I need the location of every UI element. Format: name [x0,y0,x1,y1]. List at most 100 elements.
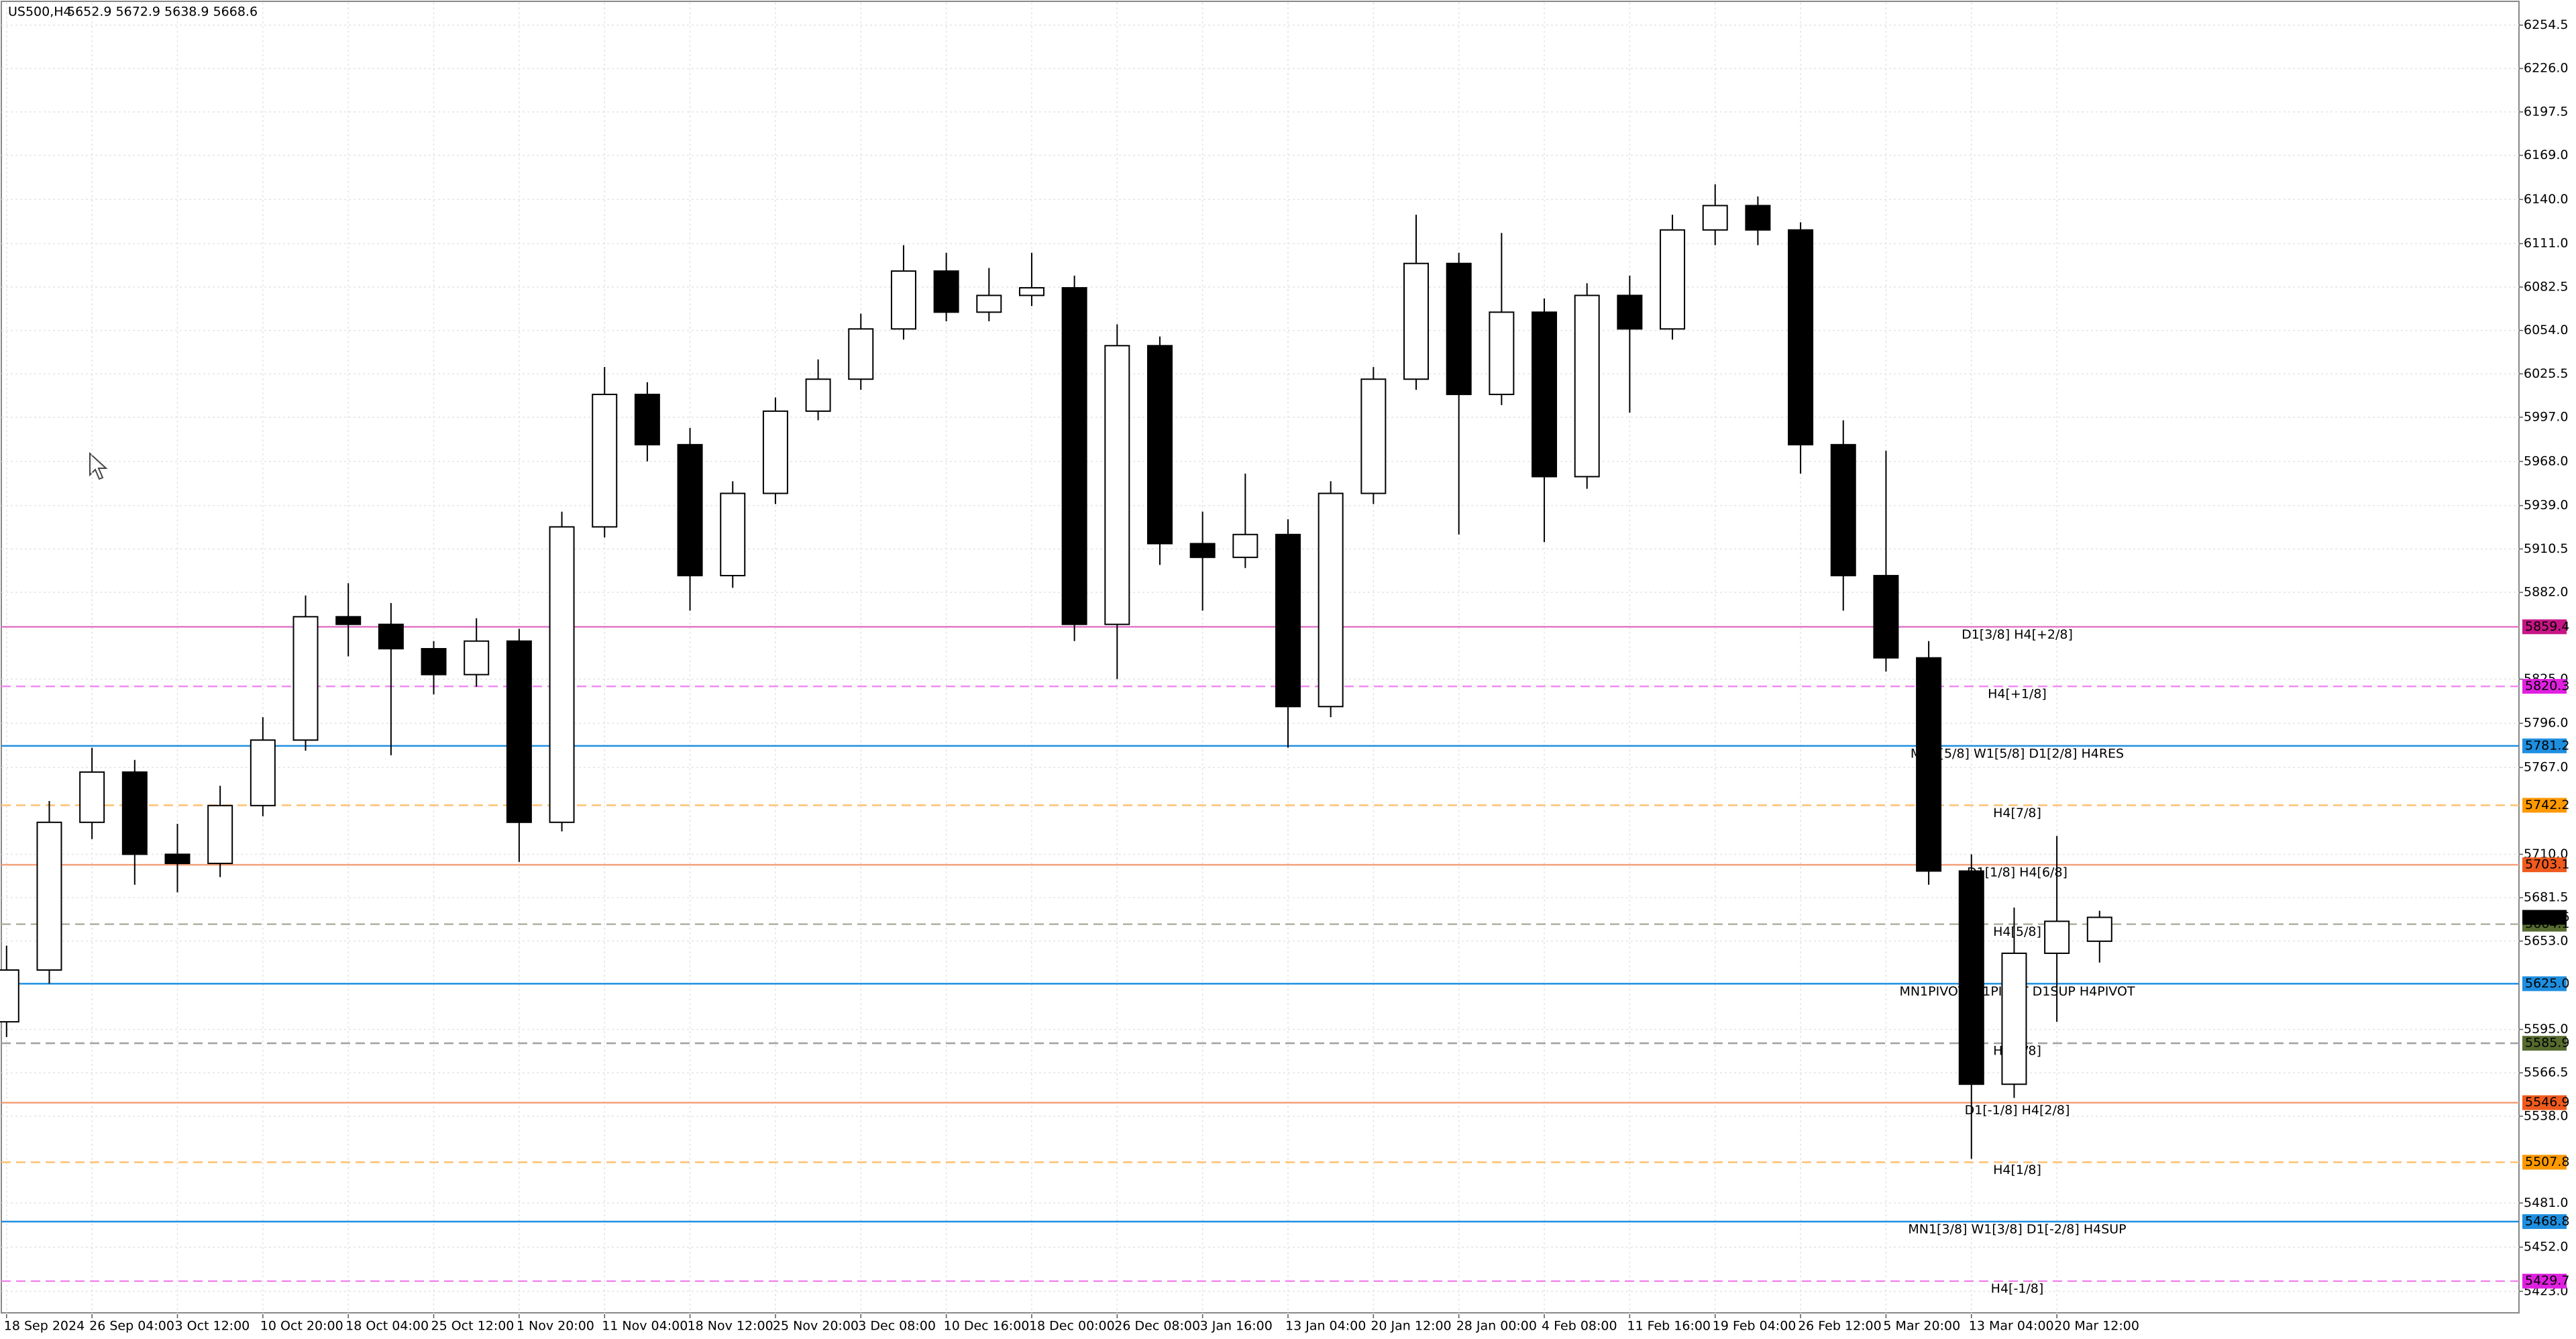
candle-body [421,648,447,676]
x-tick-label: 18 Oct 04:00 [345,1319,429,1334]
level-price-box [2522,1036,2567,1051]
x-tick-label: 4 Feb 08:00 [1542,1319,1617,1334]
candle-body [506,640,532,823]
x-tick-label: 20 Jan 12:00 [1371,1319,1451,1334]
level-price-box [2522,798,2567,813]
level-label: H4[1/8] [1993,1163,2041,1177]
y-tick-label: 6054.0 [2524,323,2568,337]
candle-body [464,640,490,676]
candle-body [1702,205,1728,231]
y-tick-label: 5910.5 [2524,541,2568,556]
chart-title: US500,H4 [8,5,72,19]
level-label: H4[-1/8] [1991,1281,2044,1296]
x-tick-label: 3 Jan 16:00 [1200,1319,1273,1334]
level-price-box [2522,1155,2567,1170]
level-price-label: 5781.2 [2525,738,2569,753]
candle-body [2086,916,2112,943]
level-label: H4[+1/8] [1988,687,2047,702]
y-tick-label: 5997.0 [2524,409,2568,424]
mouse-cursor [89,451,108,480]
x-tick-label: 1 Nov 20:00 [517,1319,594,1334]
x-tick-label: 11 Nov 04:00 [602,1319,688,1334]
candle-body [720,492,746,577]
candle-body [335,616,362,625]
candle-body [36,821,62,971]
level-label: D1[3/8] H4[+2/8] [1962,627,2073,642]
x-tick-label: 3 Dec 08:00 [858,1319,936,1334]
y-tick-label: 6082.5 [2524,279,2568,294]
y-tick-label: 5767.0 [2524,760,2568,775]
candle-body [0,969,19,1023]
candle-body [805,378,831,412]
level-label: D1[-1/8] H4[2/8] [1965,1103,2070,1118]
level-price-label: 5507.8 [2525,1155,2569,1169]
candle-body [1189,543,1216,558]
x-tick-label: 10 Oct 20:00 [260,1319,343,1334]
plot-frame [1,1,2520,1314]
x-tick-label: 11 Feb 16:00 [1627,1319,1711,1334]
x-tick-label: 25 Nov 20:00 [773,1319,859,1334]
x-tick-label: 26 Sep 04:00 [89,1319,174,1334]
candle-body [677,443,703,577]
x-tick-label: 13 Jan 04:00 [1285,1319,1366,1334]
level-price-box [2522,679,2567,694]
level-price-label: 5625.0 [2525,976,2569,991]
candle-body [1104,345,1130,625]
y-tick-label: 5595.0 [2524,1022,2568,1036]
level-price-box [2522,1095,2567,1110]
y-tick-label: 5653.0 [2524,933,2568,948]
candle-body [164,853,191,865]
candle-body [1489,311,1515,395]
y-tick-label: 5566.5 [2524,1065,2568,1080]
level-price-box [2522,619,2567,635]
y-tick-label: 6197.5 [2524,104,2568,119]
level-price-label: 5429.7 [2525,1273,2569,1288]
level-label: MN1[5/8] W1[5/8] D1[2/8] H4RES [1911,746,2124,761]
level-label: H4[5/8] [1993,924,2041,939]
candle-body [1232,533,1258,558]
candle-body [1916,657,1942,872]
y-tick-label: 6025.5 [2524,366,2568,381]
x-tick-label: 20 Mar 12:00 [2054,1319,2139,1334]
x-tick-label: 10 Dec 16:00 [944,1319,1030,1334]
candle-body [1318,492,1344,708]
level-price-label: 5703.1 [2525,857,2569,872]
level-price-box [2522,1214,2567,1229]
candle-body [1830,443,1856,577]
candle-body [2001,953,2027,1085]
level-price-box [2522,857,2567,873]
candle-body [890,270,916,330]
candle-body [1446,262,1472,395]
level-price-label: 5585.9 [2525,1036,2569,1051]
candle-body [634,393,660,445]
candle-body [1146,345,1173,545]
last-price-label: 5668.6 [2525,910,2569,924]
x-tick-label: 26 Feb 12:00 [1798,1319,1882,1334]
candle-body [79,771,105,823]
candle-body [762,410,788,494]
candle-body [292,616,319,741]
candle-body [250,739,276,806]
candle-body [976,294,1002,313]
y-tick-label: 5681.5 [2524,890,2568,905]
level-price-label: 5820.3 [2525,679,2569,694]
level-price-label: 5468.8 [2525,1214,2569,1228]
y-tick-label: 5882.0 [2524,585,2568,600]
candle-body [1745,205,1771,231]
candle-body [933,270,959,313]
x-tick-label: 18 Nov 12:00 [688,1319,773,1334]
candle-body [378,623,404,650]
y-tick-label: 6254.5 [2524,17,2568,32]
candle-body [1574,294,1600,478]
candle-body [121,771,148,855]
level-label: D1[1/8] H4[6/8] [1967,865,2068,880]
last-price-box [2522,910,2567,925]
y-tick-label: 5452.0 [2524,1240,2568,1254]
x-tick-label: 18 Sep 2024 [4,1319,85,1334]
y-tick-label: 6111.0 [2524,236,2568,251]
x-tick-label: 5 Mar 20:00 [1883,1319,1960,1334]
candle-body [1958,870,1984,1085]
x-tick-label: 13 Mar 04:00 [1969,1319,2054,1334]
candle-body [549,526,575,823]
